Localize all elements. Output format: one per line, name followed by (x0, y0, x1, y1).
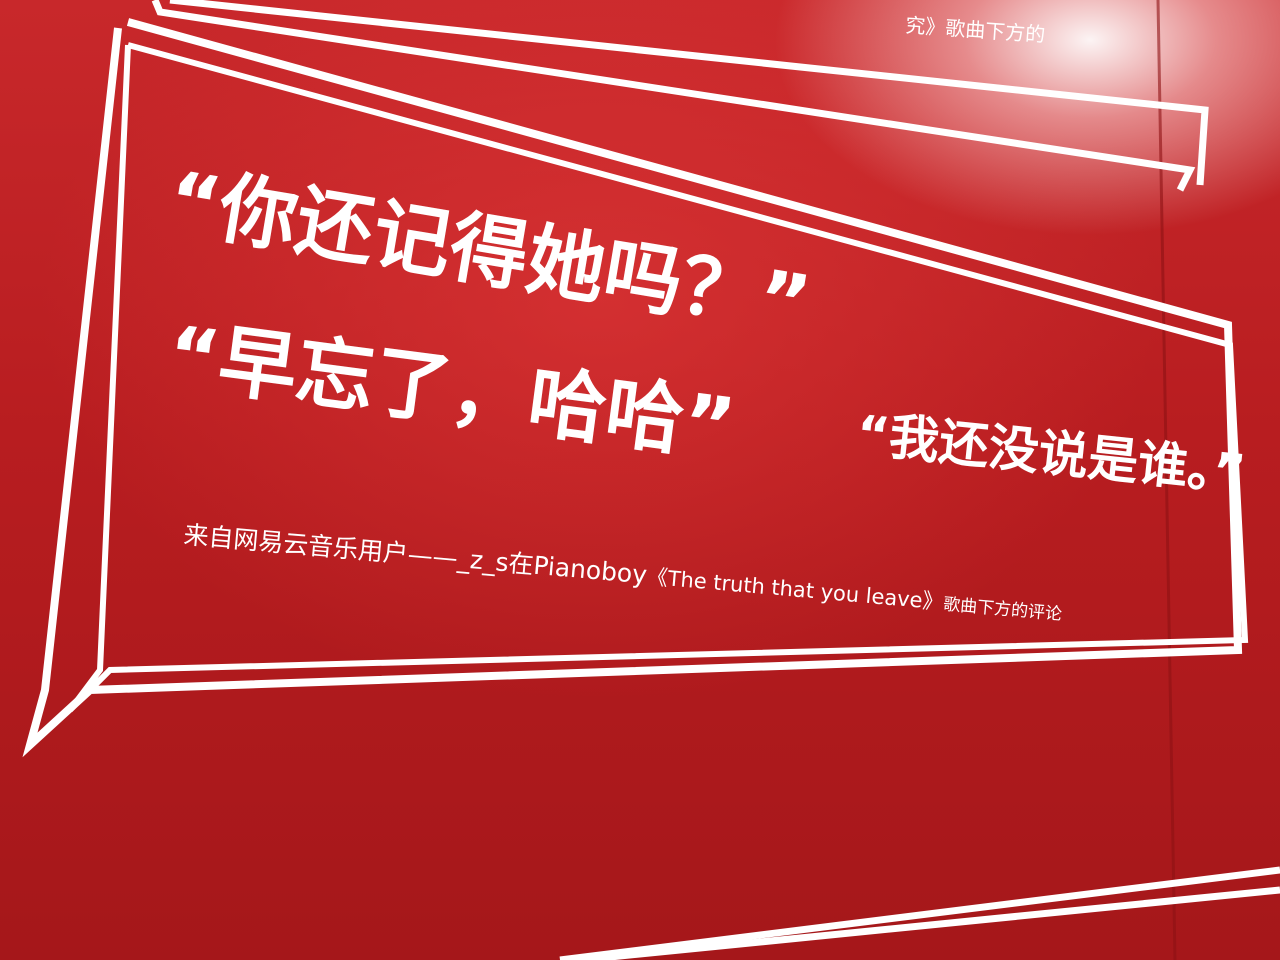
quote-line-2: “早忘了，哈哈” (163, 310, 740, 474)
caption-song: 《The truth that you leave》 (646, 565, 945, 615)
main-speech-bubble (22, 18, 1249, 758)
attribution-caption: 来自网易云音乐用户——_z_s在Pianoboy《The truth that … (182, 520, 1063, 626)
top-partial-caption: 究》歌曲下方的 (905, 13, 1046, 47)
bottom-speech-bubble (559, 866, 1280, 960)
top-speech-bubble (151, 0, 1209, 192)
panel-seam (1156, 0, 1177, 960)
caption-prefix: 来自网易云音乐用户——_z_s在Pianoboy (182, 520, 648, 589)
caption-suffix: 歌曲下方的评论 (942, 595, 1062, 625)
quote-line-3: “我还没说是谁。” (854, 404, 1249, 503)
